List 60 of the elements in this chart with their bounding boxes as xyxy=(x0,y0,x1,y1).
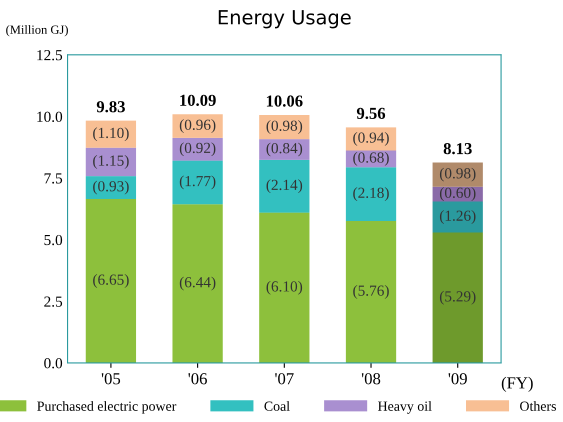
bar xyxy=(346,220,396,363)
bar xyxy=(346,167,396,221)
total-label: 8.13 xyxy=(444,142,472,154)
legend-label: Heavy oil xyxy=(378,401,432,414)
data-label: (2.14) xyxy=(266,179,302,194)
y-tick-label: 2.5 xyxy=(44,296,62,307)
data-label: (5.76) xyxy=(353,285,389,299)
x-tick-label: '07 xyxy=(275,373,294,384)
bar xyxy=(172,160,223,204)
data-label: (0.98) xyxy=(440,168,476,182)
x-tick-label: '08 xyxy=(362,373,380,384)
bar xyxy=(432,162,483,187)
data-label: (0.93) xyxy=(93,180,129,194)
bar xyxy=(172,204,223,363)
bar xyxy=(86,148,136,176)
x-tick-label: '05 xyxy=(102,373,120,384)
bar xyxy=(86,120,136,148)
x-tick-label: '06 xyxy=(188,373,207,384)
bar xyxy=(259,139,310,160)
x-axis-title: (FY) xyxy=(502,376,533,392)
bar xyxy=(172,114,223,138)
data-label: (6.10) xyxy=(266,280,302,295)
bar xyxy=(432,232,483,363)
legend-label: Others xyxy=(520,401,556,411)
legend-label: Purchased electric power xyxy=(37,401,176,414)
data-label: (5.29) xyxy=(440,290,476,305)
bar xyxy=(172,138,223,161)
data-label: (0.84) xyxy=(266,142,302,156)
data-label: (0.94) xyxy=(353,132,389,146)
data-label: (0.68) xyxy=(353,152,389,166)
x-tick-label: '09 xyxy=(448,373,467,384)
data-label: (1.26) xyxy=(440,210,476,224)
bar xyxy=(86,176,136,200)
total-label: 9.56 xyxy=(356,108,386,120)
y-tick-label: 0.0 xyxy=(44,358,62,368)
legend-label: Coal xyxy=(264,401,290,411)
total-label: 10.09 xyxy=(180,94,216,106)
data-label: (1.10) xyxy=(93,127,129,142)
y-tick-label: 7.5 xyxy=(44,173,62,184)
bar xyxy=(259,160,310,213)
y-tick-label: 5.0 xyxy=(44,234,62,246)
data-label: (6.65) xyxy=(93,274,129,288)
y-tick-label: 10.0 xyxy=(37,112,62,122)
total-label: 10.06 xyxy=(266,95,303,107)
data-label: (0.98) xyxy=(266,120,302,134)
chart-title: Energy Usage xyxy=(218,10,351,28)
y-tick-label: 12.5 xyxy=(37,50,62,60)
bar xyxy=(432,201,483,233)
bar xyxy=(259,114,310,140)
total-label: 9.83 xyxy=(96,101,125,112)
data-label: (0.60) xyxy=(440,187,476,202)
data-label: (0.92) xyxy=(180,142,216,156)
data-label: (0.96) xyxy=(180,119,216,134)
bar xyxy=(259,212,310,363)
data-label: (2.18) xyxy=(353,187,389,202)
bar xyxy=(86,199,136,363)
data-label: (6.44) xyxy=(180,276,216,290)
data-label: (1.77) xyxy=(180,175,216,190)
data-label: (1.15) xyxy=(93,155,129,169)
y-axis-title: (Million GJ) xyxy=(6,25,68,36)
